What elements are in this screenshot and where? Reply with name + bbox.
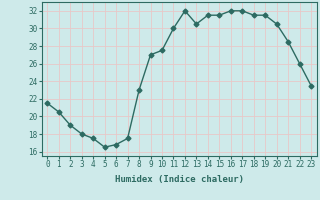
X-axis label: Humidex (Indice chaleur): Humidex (Indice chaleur) [115,175,244,184]
